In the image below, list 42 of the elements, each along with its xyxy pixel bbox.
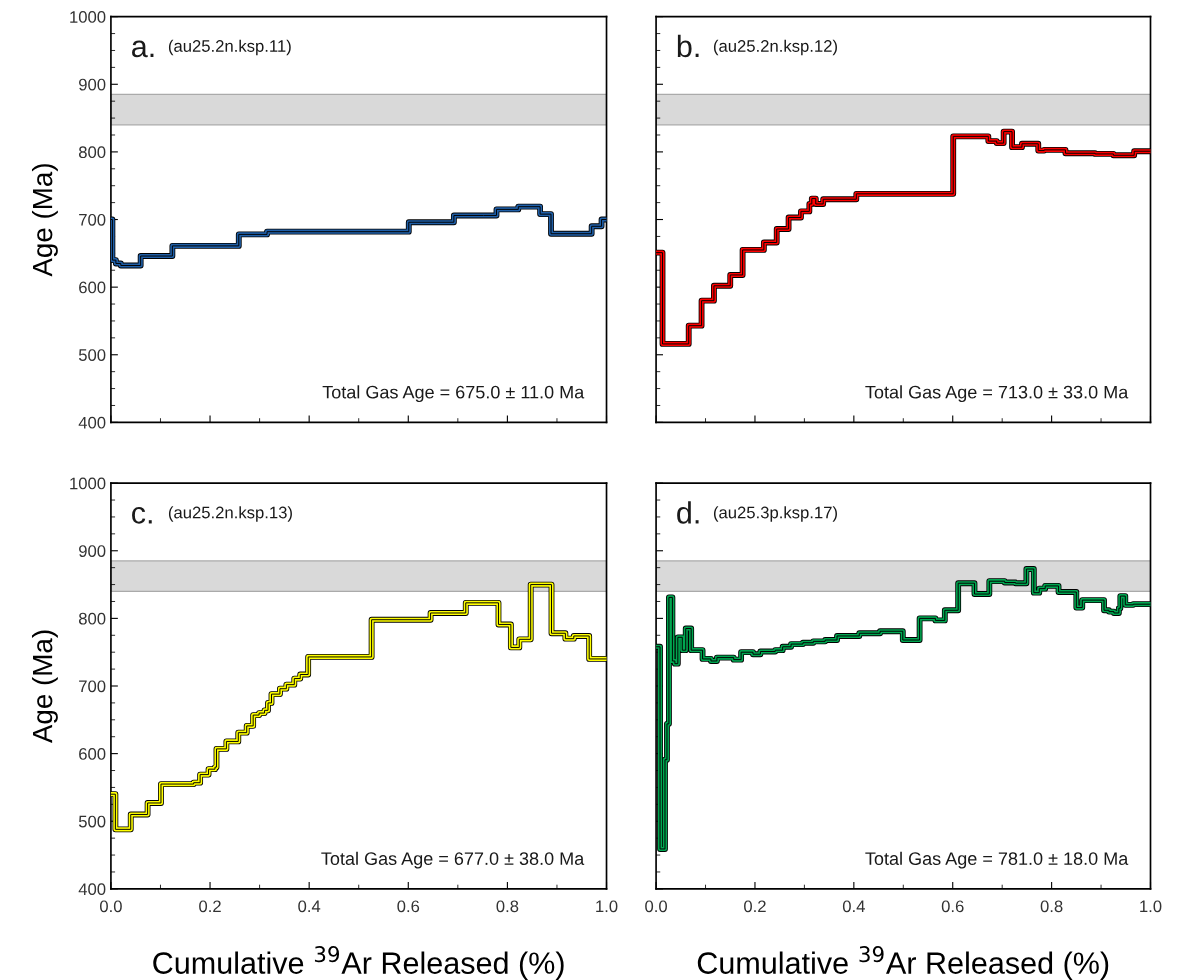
x-tick-label: 0.4 (298, 900, 321, 913)
annotation: (au25.2n.ksp.11) (168, 39, 291, 56)
annotation: a. (132, 40, 154, 58)
annotation: Total Gas Age = 781.0 ± 18.0 Ma (865, 851, 1129, 869)
x-tick-label: 0.8 (496, 900, 519, 913)
x-tick-label: 0.2 (744, 900, 766, 913)
x-tick-label: 1.0 (1140, 900, 1162, 913)
annotation: Total Gas Age = 713.0 ± 33.0 Ma (865, 385, 1129, 403)
y-tick-label: 1000 (70, 477, 106, 490)
y-tick-label: 800 (78, 612, 106, 625)
y-tick-label: 400 (78, 883, 106, 896)
x-tick-label: 0.8 (1040, 900, 1063, 913)
annotation: (au25.3p.ksp.17) (713, 506, 837, 522)
annotation: b. (677, 34, 699, 58)
x-tick-label: 0.6 (941, 900, 964, 913)
annotation: (au25.2n.ksp.12) (713, 39, 837, 56)
y-tick-label: 800 (78, 146, 106, 159)
y-tick-label: 600 (79, 748, 106, 760)
x-axis-title: Cumulative $^{39}$Ar Released (%) (697, 946, 1109, 980)
x-tick-label: 0.0 (645, 900, 668, 913)
y-tick-label: 500 (78, 815, 106, 828)
x-tick-label: 0.2 (199, 900, 221, 913)
annotation: Total Gas Age = 677.0 ± 38.0 Ma (321, 851, 585, 869)
x-axis-title: Cumulative $^{39}$Ar Released (%) (153, 946, 564, 980)
y-tick-label: 700 (79, 213, 106, 226)
y-tick-label: 600 (79, 281, 106, 294)
y-tick-label: 500 (78, 349, 106, 361)
y-axis-title: Age (Ma) (31, 630, 58, 744)
annotation: Total Gas Age = 675.0 ± 11.0 Ma (322, 385, 585, 403)
x-tick-label: 1.0 (596, 900, 618, 913)
x-tick-label: 0.4 (842, 900, 865, 913)
annotation: d. (677, 501, 699, 524)
y-tick-label: 900 (79, 78, 106, 91)
x-tick-label: 0.6 (397, 900, 420, 913)
y-tick-label: 700 (79, 680, 106, 693)
y-tick-label: 400 (78, 416, 106, 429)
annotation: (au25.2n.ksp.13) (168, 506, 292, 522)
y-tick-label: 900 (79, 545, 106, 557)
annotation: c. (132, 507, 152, 524)
x-tick-label: 0.0 (99, 900, 122, 913)
y-axis-title: Age (Ma) (31, 164, 58, 277)
y-tick-label: 1000 (70, 11, 106, 23)
